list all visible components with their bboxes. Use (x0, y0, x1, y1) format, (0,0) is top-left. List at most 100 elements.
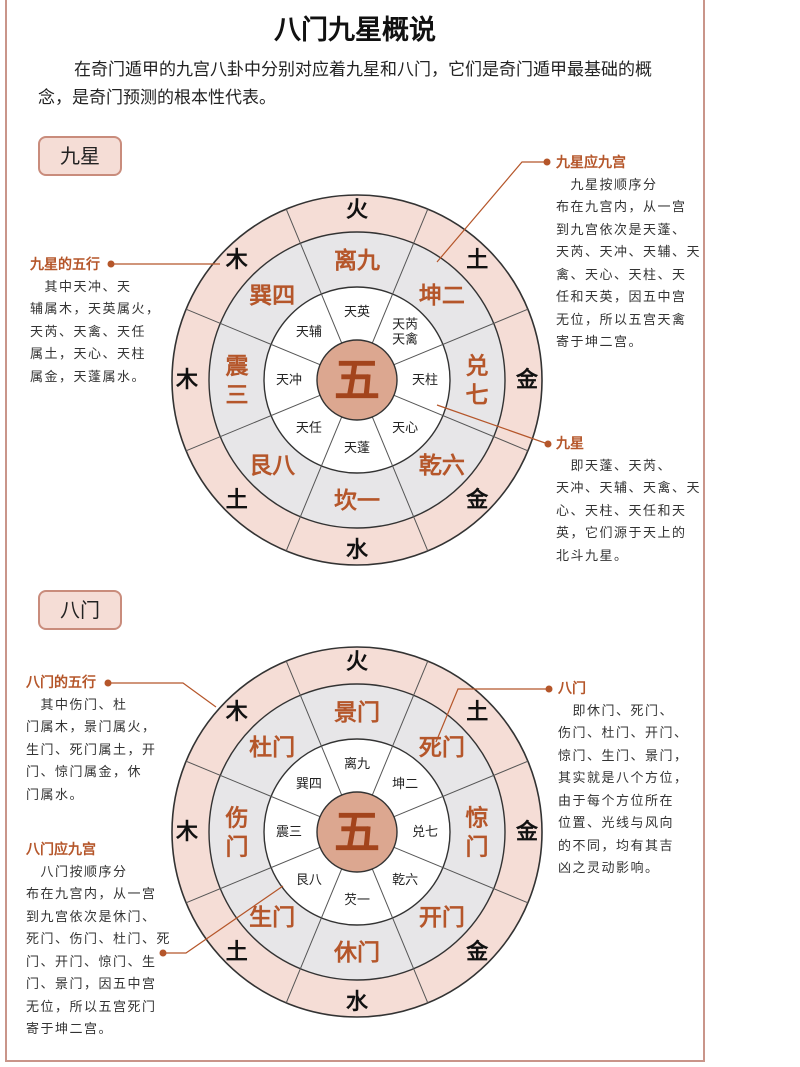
note-line: 门、开门、惊门、生 (26, 954, 157, 970)
element-label: 木 (175, 367, 199, 393)
note-line: 无位，所以五宫死门 (26, 999, 157, 1015)
label-part: 门 (466, 833, 489, 860)
label-part: 景门 (334, 699, 380, 726)
label-part: 伤 (225, 804, 249, 831)
note-line: 即休门、死门、 (558, 703, 675, 719)
label-part: 乾六 (392, 873, 418, 888)
label-part: 艮八 (296, 873, 322, 888)
label-part: 水 (346, 537, 369, 563)
palace-label: 兑七 (466, 352, 489, 408)
note-line: 位置、光线与风向 (558, 816, 675, 831)
note-line: 属金，天蓬属水。 (30, 369, 147, 385)
note-line: 门、惊门属金，休 (26, 765, 143, 780)
page-title: 八门九星概说 (274, 15, 436, 46)
label-part: 土 (226, 939, 248, 965)
section-label-eight-gates: 八门 (38, 590, 122, 630)
label-part: 震 (226, 352, 250, 379)
sector-divider (185, 308, 321, 366)
note-line: 辅属木，天英属火， (30, 302, 161, 317)
sector-divider (393, 308, 529, 366)
callout-dot (545, 685, 553, 693)
inner-label: 芡一 (344, 893, 370, 908)
callout-dot (159, 949, 167, 957)
inner-label: 兑七 (412, 825, 438, 840)
note-line: 门、景门，因五中宫 (26, 977, 157, 992)
callout-dot (544, 440, 552, 448)
label-part: 惊 (466, 804, 489, 831)
palace-label: 生门 (249, 903, 295, 930)
sector-divider (371, 660, 429, 796)
note-line: 其实就是八个方位， (558, 771, 689, 786)
element-label: 木 (175, 819, 199, 845)
note-line: 到九宫依次是天蓬、 (556, 222, 687, 238)
sector-divider (393, 846, 529, 904)
label-part: 生门 (249, 903, 295, 930)
palace-label: 乾六 (419, 451, 465, 478)
note-line: 八门按顺序分 (26, 864, 128, 880)
center-label: 五 (334, 805, 380, 859)
sector-divider (185, 394, 321, 452)
element-label: 金 (465, 487, 489, 513)
palace-label: 开门 (419, 903, 465, 930)
label-part: 坤二 (392, 776, 418, 791)
sector-divider (185, 846, 321, 904)
label-part: 五 (334, 353, 380, 407)
sector-divider (393, 760, 529, 818)
element-label: 金 (515, 819, 539, 845)
label-part: 天英 (344, 305, 370, 320)
label-part: 金 (515, 819, 539, 845)
note-line: 英，它们源于天上的 (556, 526, 687, 541)
label-part: 天心 (392, 421, 418, 436)
note-eight-gates-palaces: 八门应九宫 八门按顺序分 布在九宫内，从一宫 到九宫依次是休门、 死门、伤门、杜门、死… (26, 839, 171, 1042)
note-line: 其中天冲、天 (30, 279, 132, 295)
note-line: 天芮、天冲、天辅、天 (556, 245, 702, 260)
note-heading: 八门应九宫 (26, 842, 96, 858)
label-part: 乾六 (419, 451, 465, 478)
note-line: 寄于坤二宫。 (26, 1022, 114, 1037)
note-nine-stars-elements: 九星的五行 其中天冲、天 辅属木，天英属火， 天芮、天禽、天任 属土，天心、天柱 属金，… (30, 254, 161, 389)
label-part: 震三 (276, 825, 302, 840)
palace-label: 离九 (334, 247, 380, 274)
note-line: 九星按顺序分 (556, 177, 658, 193)
inner-label: 天蓬 (344, 441, 370, 456)
sector-divider (285, 416, 343, 552)
label-part: 金 (465, 939, 489, 965)
note-line: 布在九宫内，从一宫 (556, 200, 687, 215)
callout-line (436, 404, 549, 445)
sector-divider (371, 208, 429, 344)
note-heading: 九星 (556, 436, 584, 452)
intro-paragraph: 在奇门遁甲的九宫八卦中分别对应着九星和八门，它们是奇门遁甲最基础的概念，是奇门预… (38, 60, 652, 108)
label-part: 水 (346, 989, 369, 1015)
inner-label: 天冲 (276, 373, 302, 388)
inner-label: 天英 (344, 305, 370, 320)
label-part: 三 (226, 381, 249, 408)
label-part: 芡一 (344, 893, 370, 908)
note-line: 伤门、杜门、开门、 (558, 726, 689, 741)
section-label-nine-stars: 九星 (38, 136, 122, 176)
inner-label: 坤二 (392, 776, 418, 791)
label-part: 木 (175, 819, 199, 845)
element-label: 土 (466, 247, 488, 273)
palace-label: 惊门 (466, 804, 489, 860)
palace-label: 坤二 (419, 282, 465, 309)
note-heading: 九星应九宫 (556, 155, 626, 171)
label-part: 七 (466, 381, 489, 408)
palace-label: 死门 (419, 734, 465, 761)
page-border (5, 0, 705, 1062)
inner-label: 震三 (276, 825, 302, 840)
label-part: 天柱 (412, 373, 438, 388)
palace-label: 震三 (226, 352, 250, 408)
sector-divider (285, 868, 343, 1004)
palace-label: 伤门 (225, 804, 249, 860)
label-part: 巽四 (296, 776, 322, 791)
note-line: 生门、死门属土，开 (26, 742, 157, 758)
label-part: 休门 (333, 939, 380, 966)
note-line: 凶之灵动影响。 (558, 861, 660, 876)
element-label: 金 (465, 939, 489, 965)
note-line: 门属木，景门属火， (26, 720, 157, 735)
note-eight-gates-elements: 八门的五行 其中伤门、杜 门属木，景门属火， 生门、死门属土，开 门、惊门属金，休 门属… (26, 672, 157, 807)
callout-dot (543, 158, 551, 166)
element-label: 土 (226, 939, 248, 965)
callout-line (436, 161, 547, 263)
